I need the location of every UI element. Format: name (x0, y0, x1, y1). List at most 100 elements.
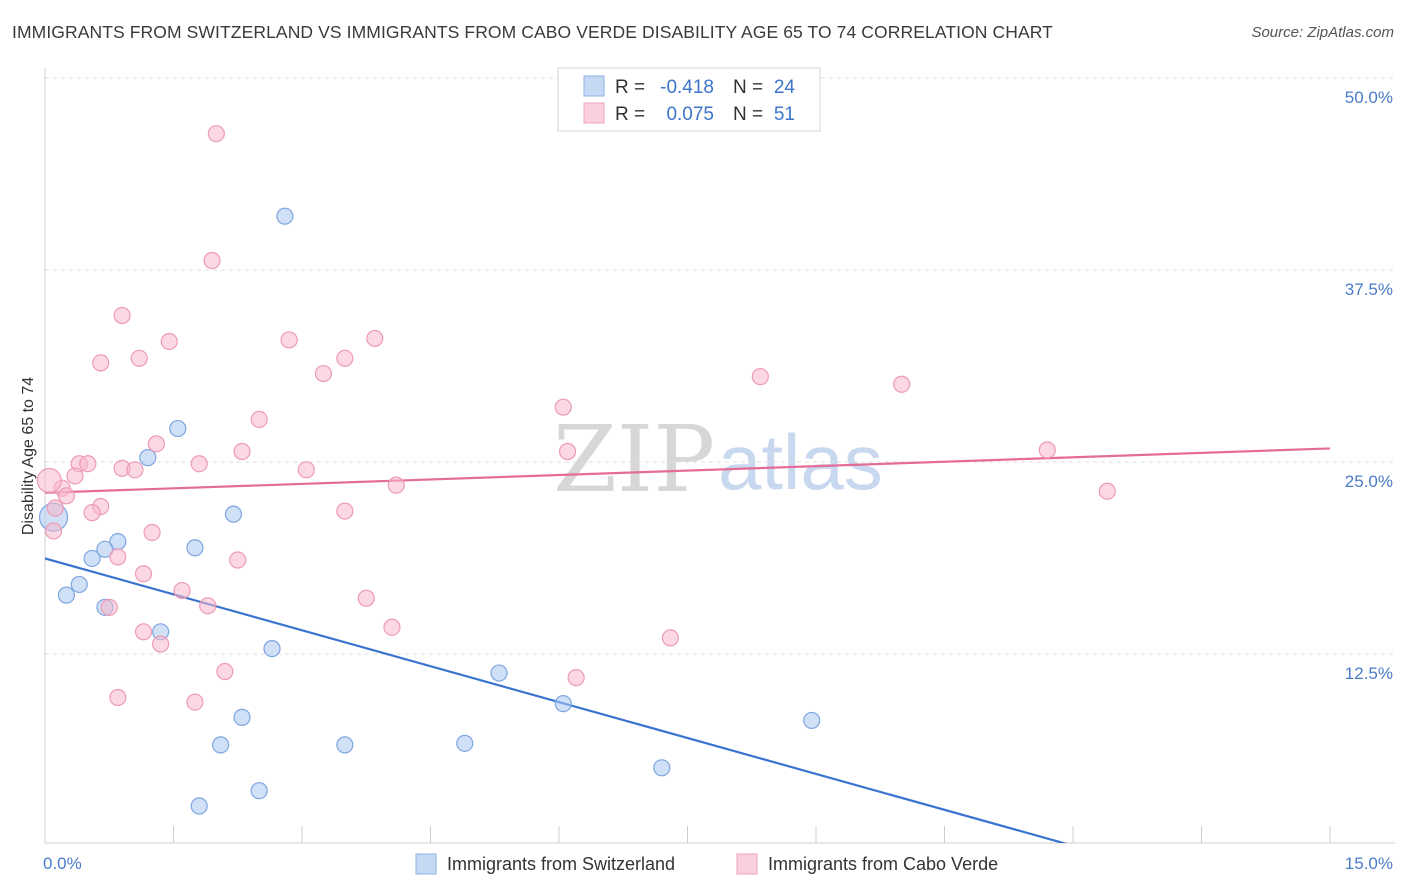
point-switzerland (70, 575, 88, 594)
point-cabo-verde (336, 502, 354, 520)
point-cabo-verde (366, 329, 384, 348)
trend-line-switzerland (45, 557, 1068, 843)
point-cabo-verde (66, 467, 84, 485)
point-cabo-verde (190, 455, 208, 473)
point-cabo-verde (36, 467, 62, 494)
legend-n-value-cabo-verde: 51 (774, 104, 795, 125)
point-cabo-verde (558, 442, 577, 461)
gridlines (45, 77, 1395, 655)
point-cabo-verde (250, 410, 268, 429)
point-cabo-verde (109, 688, 127, 707)
point-switzerland (554, 695, 572, 713)
legend-r-value-cabo-verde: 0.075 (666, 104, 714, 125)
point-cabo-verde (216, 662, 234, 681)
y-axis-label: Disability Age 65 to 74 (20, 377, 37, 535)
point-cabo-verde (92, 354, 110, 372)
point-cabo-verde (147, 435, 165, 453)
correlation-legend: R = -0.418 N = 24 R = 0.075 N = 51 (557, 67, 821, 132)
legend-n-label-switzerland: N = (733, 77, 763, 98)
series-legend: Immigrants from Switzerland Immigrants f… (415, 853, 998, 875)
chart-title: IMMIGRANTS FROM SWITZERLAND VS IMMIGRANT… (12, 22, 1053, 42)
point-cabo-verde (173, 581, 191, 600)
point-cabo-verde (152, 635, 170, 653)
point-switzerland (57, 586, 76, 604)
point-switzerland (263, 640, 281, 658)
watermark: ZIP atlas (553, 406, 883, 513)
point-cabo-verde (357, 589, 375, 607)
x-tick-labels: 0.0% 15.0% (43, 854, 1393, 873)
legend-swatch-cabo-verde (583, 102, 605, 124)
point-switzerland (190, 797, 208, 815)
point-cabo-verde (160, 332, 178, 351)
point-switzerland (336, 736, 354, 754)
point-cabo-verde (57, 487, 76, 505)
point-switzerland (233, 708, 251, 726)
point-cabo-verde (79, 455, 97, 473)
axes (44, 68, 1395, 844)
point-cabo-verde (233, 442, 251, 461)
legend-r-label-switzerland: R = (615, 77, 645, 98)
point-cabo-verde (46, 499, 64, 517)
x-tick-label: 15.0% (1345, 854, 1393, 873)
point-switzerland (96, 540, 114, 558)
y-tick-label: 37.5% (1345, 280, 1393, 299)
legend-n-value-switzerland: 24 (774, 77, 796, 98)
series-legend-swatch-cabo-verde (736, 853, 758, 875)
point-cabo-verde (113, 306, 131, 325)
point-cabo-verde (383, 618, 401, 636)
y-tick-label: 25.0% (1345, 472, 1393, 491)
y-tick-labels: 50.0% 37.5% 25.0% 12.5% (1345, 88, 1393, 683)
y-tick-label: 50.0% (1345, 88, 1393, 107)
point-cabo-verde (567, 669, 585, 687)
point-switzerland (250, 782, 268, 800)
point-cabo-verde (280, 331, 298, 349)
point-cabo-verde (387, 476, 405, 494)
point-cabo-verde (134, 565, 153, 583)
point-cabo-verde (83, 504, 101, 522)
point-switzerland (456, 734, 474, 752)
point-cabo-verde (1038, 441, 1056, 459)
point-cabo-verde (126, 461, 144, 479)
point-switzerland (490, 664, 508, 682)
point-cabo-verde (100, 598, 118, 616)
point-switzerland (169, 419, 187, 438)
data-points (36, 125, 1116, 815)
legend-r-value-switzerland: -0.418 (660, 77, 714, 98)
point-switzerland (803, 711, 821, 730)
point-cabo-verde (336, 349, 354, 367)
point-switzerland (276, 207, 294, 225)
point-switzerland (139, 449, 157, 467)
legend-n-label-cabo-verde: N = (733, 104, 763, 125)
point-switzerland (653, 759, 671, 777)
point-cabo-verde (130, 349, 148, 367)
point-switzerland (224, 505, 243, 523)
legend-r-label-cabo-verde: R = (615, 104, 645, 125)
point-cabo-verde (893, 375, 911, 393)
point-cabo-verde (199, 597, 217, 615)
point-cabo-verde (44, 522, 63, 540)
legend-swatch-switzerland (583, 75, 605, 97)
point-cabo-verde (143, 523, 161, 542)
point-cabo-verde (297, 461, 315, 479)
point-cabo-verde (203, 251, 221, 270)
point-switzerland (186, 539, 204, 557)
watermark-zip: ZIP (553, 406, 715, 513)
point-cabo-verde (314, 364, 333, 383)
point-cabo-verde (207, 125, 225, 143)
point-cabo-verde (186, 693, 204, 711)
series-legend-swatch-switzerland (415, 853, 437, 875)
point-switzerland (212, 736, 230, 754)
trend-line-cabo-verde (45, 447, 1331, 494)
point-cabo-verde (229, 551, 247, 569)
point-cabo-verde (661, 629, 679, 647)
series-legend-label-switzerland: Immigrants from Switzerland (447, 854, 675, 874)
series-legend-label-cabo-verde: Immigrants from Cabo Verde (768, 854, 998, 874)
point-cabo-verde (1098, 482, 1116, 500)
point-cabo-verde (109, 548, 127, 566)
y-tick-label: 12.5% (1345, 664, 1393, 683)
point-cabo-verde (751, 368, 769, 386)
trend-lines (45, 447, 1331, 843)
point-switzerland (83, 549, 101, 568)
point-cabo-verde (554, 398, 572, 416)
